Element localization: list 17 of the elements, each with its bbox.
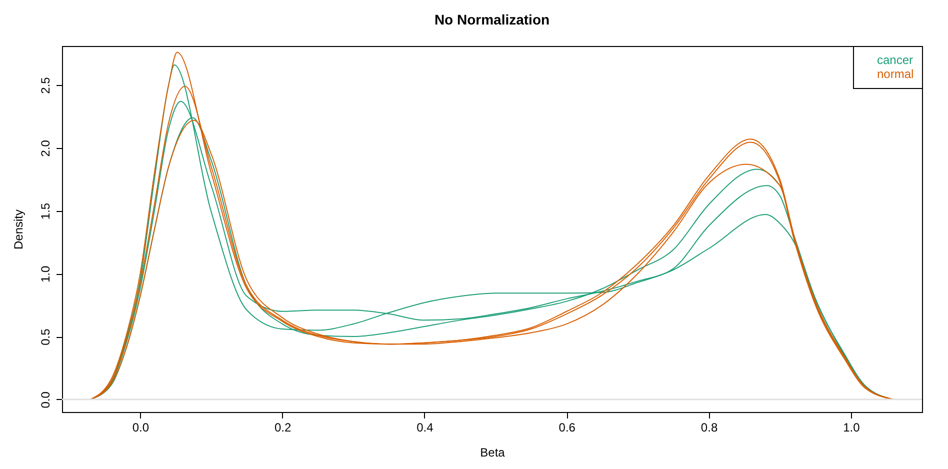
y-axis-title: Density bbox=[12, 209, 26, 250]
text: cancer bbox=[877, 53, 914, 67]
chart-title: No Normalization bbox=[434, 12, 550, 28]
y-tick-label: 2.0 bbox=[38, 140, 52, 157]
y-tick-label: 0.5 bbox=[38, 328, 52, 346]
y-tick-label: 1.5 bbox=[38, 202, 52, 220]
x-tick-label: 1.0 bbox=[843, 420, 860, 434]
x-tick-label: 0.8 bbox=[700, 420, 718, 434]
text: normal bbox=[877, 67, 914, 81]
x-tick-label: 0.2 bbox=[274, 420, 292, 434]
y-tick-label: 0.0 bbox=[38, 391, 52, 408]
x-axis-title: Beta bbox=[480, 446, 506, 460]
x-tick-label: 0.0 bbox=[132, 420, 150, 434]
x-tick-label: 0.4 bbox=[416, 420, 434, 434]
x-tick-label: 0.6 bbox=[558, 420, 576, 434]
y-tick-label: 1.0 bbox=[38, 265, 52, 282]
y-tick-label: 2.5 bbox=[38, 76, 52, 94]
